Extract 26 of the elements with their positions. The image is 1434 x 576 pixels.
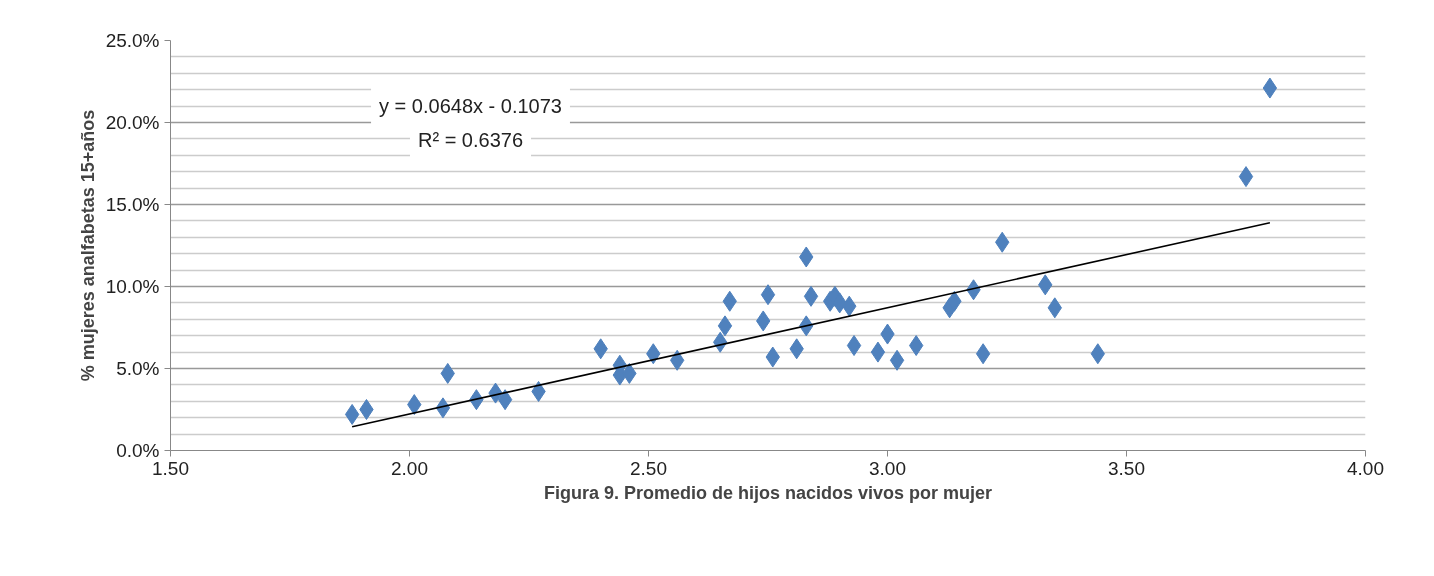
annotation: R² = 0.6376 (417, 128, 524, 151)
point (846, 335, 862, 357)
y-tick-label: 15.0% (105, 194, 160, 215)
point (359, 399, 374, 420)
point (717, 315, 733, 337)
x-tick-label: 4.00 (1347, 457, 1384, 479)
x-tick-label: 2.00 (391, 457, 428, 479)
y-tick-label: 25.0% (105, 30, 160, 51)
y-tick-label: 10.0% (105, 276, 160, 297)
annotation: y = 0.0648x - 0.1073 (379, 94, 562, 117)
point (344, 403, 360, 425)
point (760, 284, 776, 306)
point (870, 341, 886, 363)
point (889, 349, 905, 371)
point (803, 285, 819, 307)
x-tick-label: 3.50 (1108, 457, 1145, 479)
y-tick-label: 20.0% (105, 112, 160, 133)
x-tick-label: 3.00 (869, 457, 906, 479)
y-axis-title: % mujeres analfabetas 15+años (77, 109, 98, 382)
x-axis-title: Figura 9. Promedio de hijos nacidos vivos por mujer (543, 482, 993, 503)
point (975, 343, 991, 365)
point (1238, 166, 1254, 188)
point (1262, 77, 1278, 99)
x-tick-label: 2.50 (630, 457, 667, 479)
y-tick-label: 5.0% (116, 358, 160, 379)
point (497, 389, 513, 411)
